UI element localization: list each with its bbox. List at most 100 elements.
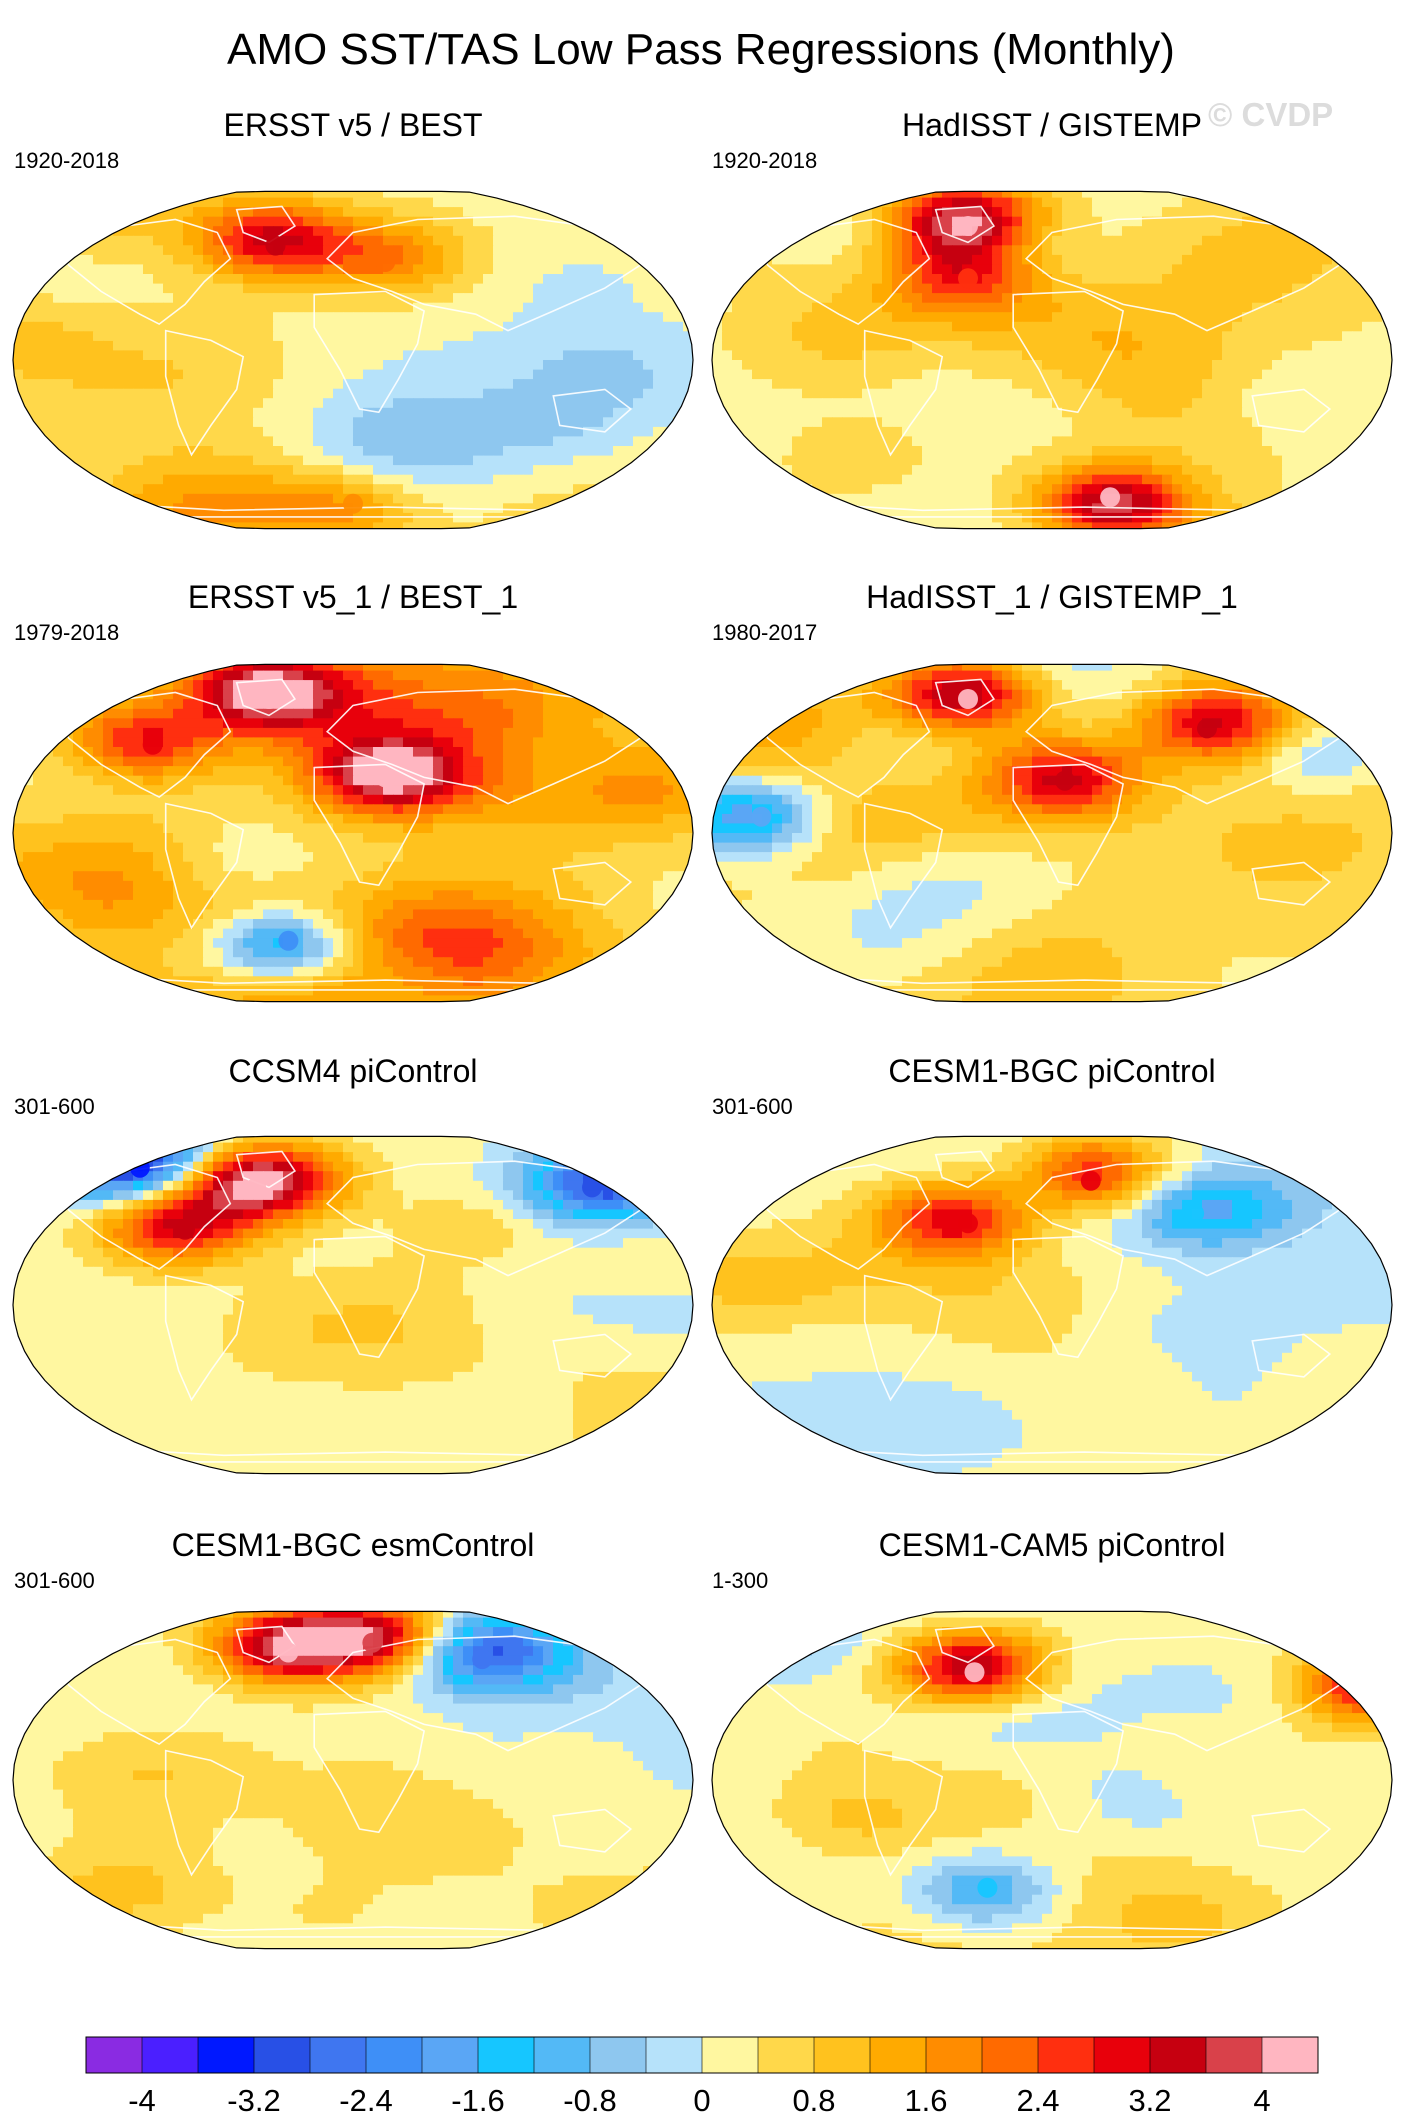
field-cell xyxy=(722,388,733,399)
field-cell xyxy=(413,398,424,409)
field-cell xyxy=(942,436,953,447)
field-cell xyxy=(293,283,304,294)
field-cell xyxy=(313,216,324,227)
field-cell xyxy=(153,226,164,237)
field-cell xyxy=(483,398,494,409)
field-cell xyxy=(1342,398,1353,409)
field-cell xyxy=(593,512,604,524)
field-cell xyxy=(1372,274,1383,285)
field-cell xyxy=(93,264,104,275)
field-cell xyxy=(1012,264,1023,275)
field-cell xyxy=(353,207,364,218)
field-cell xyxy=(1222,379,1233,390)
field-cell xyxy=(163,235,174,246)
field-cell xyxy=(63,197,74,208)
field-cell xyxy=(1062,455,1073,466)
field-cell xyxy=(283,197,294,208)
field-cell xyxy=(623,226,634,237)
field-cell xyxy=(583,207,594,218)
coastline xyxy=(313,290,426,414)
field-cell xyxy=(423,369,434,380)
field-cell xyxy=(563,465,574,476)
field-cell xyxy=(1212,446,1223,457)
field-cell xyxy=(1342,360,1353,371)
field-cell xyxy=(1302,191,1313,199)
field-cell xyxy=(1052,446,1063,457)
field-cell xyxy=(842,398,853,409)
field-cell xyxy=(962,522,973,529)
field-cell xyxy=(1032,417,1043,428)
field-cell xyxy=(1162,312,1173,323)
field-cell xyxy=(133,264,144,275)
field-cell xyxy=(183,446,194,457)
field-cell xyxy=(1242,512,1253,524)
field-cell xyxy=(1372,191,1383,199)
field-cell xyxy=(1182,474,1193,485)
field-cell xyxy=(203,283,214,294)
field-cell xyxy=(712,264,723,275)
field-cell xyxy=(922,321,933,332)
field-cell xyxy=(1282,455,1293,466)
field-cell xyxy=(183,321,194,332)
field-cell xyxy=(862,331,873,342)
field-cell xyxy=(143,293,154,304)
field-cell xyxy=(1042,398,1053,409)
field-cell xyxy=(1012,340,1023,352)
field-cell xyxy=(203,484,214,495)
field-cell xyxy=(972,503,983,514)
field-cell xyxy=(892,436,903,447)
field-cell xyxy=(1272,503,1283,514)
field-cell xyxy=(822,512,833,524)
field-cell xyxy=(463,455,474,466)
field-cell xyxy=(513,446,524,457)
field-cell xyxy=(1272,436,1283,447)
field-cell xyxy=(1072,417,1083,428)
field-cell xyxy=(423,293,434,304)
field-cell xyxy=(1282,436,1293,447)
field-cell xyxy=(233,465,244,476)
field-cell xyxy=(33,446,44,457)
field-cell xyxy=(163,493,174,504)
field-cell xyxy=(623,426,634,438)
field-cell xyxy=(243,283,254,294)
field-cell xyxy=(53,191,64,199)
field-cell xyxy=(143,216,154,227)
field-cell xyxy=(802,226,813,237)
field-cell xyxy=(732,522,743,529)
field-cell xyxy=(1132,426,1143,438)
field-cell xyxy=(1032,235,1043,246)
field-cell xyxy=(93,465,104,476)
field-cell xyxy=(952,503,963,514)
field-cell xyxy=(623,321,634,332)
field-cell xyxy=(1062,191,1073,199)
field-cell xyxy=(1002,216,1013,227)
field-cell xyxy=(912,407,923,418)
field-cell xyxy=(433,446,444,457)
field-cell xyxy=(962,369,973,380)
field-cell xyxy=(1232,493,1243,504)
field-cell xyxy=(1322,191,1333,199)
field-cell xyxy=(1152,446,1163,457)
field-cell xyxy=(1132,512,1143,524)
field-cell xyxy=(133,407,144,418)
field-cell xyxy=(1002,369,1013,380)
field-cell xyxy=(413,207,424,218)
field-cell xyxy=(722,245,733,256)
field-cell xyxy=(303,197,314,208)
field-cell xyxy=(653,264,664,275)
field-cell xyxy=(1162,484,1173,495)
field-cell xyxy=(842,302,853,313)
field-cell xyxy=(363,321,374,332)
field-cell xyxy=(313,191,324,199)
field-cell xyxy=(752,379,763,390)
field-cell xyxy=(463,293,474,304)
field-cell xyxy=(103,360,114,371)
field-cell xyxy=(822,235,833,246)
field-cell xyxy=(293,360,304,371)
field-cell xyxy=(383,512,394,524)
field-cell xyxy=(1062,312,1073,323)
field-cell xyxy=(393,388,404,399)
field-cell xyxy=(912,369,923,380)
field-cell xyxy=(23,264,34,275)
field-cell xyxy=(1272,312,1283,323)
